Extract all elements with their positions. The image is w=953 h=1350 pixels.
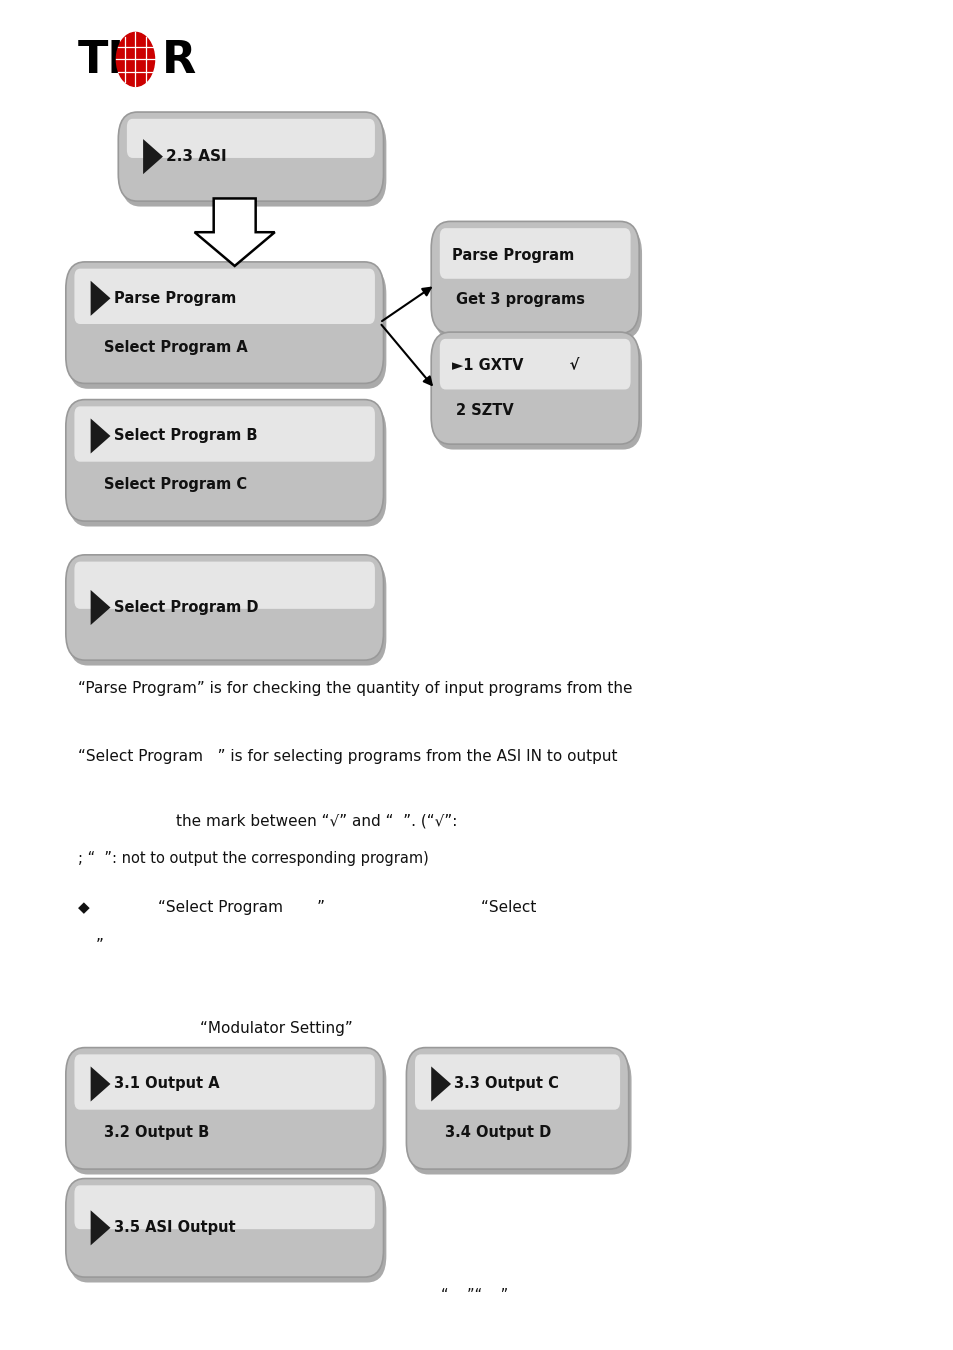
Text: 3.2 Output B: 3.2 Output B [104, 1125, 209, 1141]
FancyBboxPatch shape [431, 332, 639, 444]
Text: 3.3 Output C: 3.3 Output C [454, 1076, 558, 1092]
Polygon shape [431, 1066, 451, 1102]
FancyBboxPatch shape [69, 560, 386, 666]
FancyBboxPatch shape [439, 228, 630, 279]
Text: 3.4 Output D: 3.4 Output D [444, 1125, 550, 1141]
Text: 3.1 Output A: 3.1 Output A [113, 1076, 219, 1092]
Text: “Select Program   ” is for selecting programs from the ASI IN to output: “Select Program ” is for selecting progr… [78, 748, 618, 764]
Text: ; “  ”: not to output the corresponding program): ; “ ”: not to output the corresponding p… [78, 850, 429, 867]
FancyBboxPatch shape [74, 406, 375, 462]
FancyBboxPatch shape [66, 555, 383, 660]
FancyBboxPatch shape [66, 400, 383, 521]
FancyBboxPatch shape [74, 269, 375, 324]
Text: 2.3 ASI: 2.3 ASI [166, 148, 227, 165]
FancyBboxPatch shape [431, 221, 639, 333]
FancyBboxPatch shape [434, 338, 641, 450]
FancyBboxPatch shape [69, 1053, 386, 1174]
FancyBboxPatch shape [69, 1184, 386, 1282]
Text: TH: TH [78, 39, 146, 82]
Polygon shape [91, 418, 111, 454]
Text: 3.5 ASI Output: 3.5 ASI Output [113, 1220, 234, 1235]
Text: the mark between “√” and “  ”. (“√”:: the mark between “√” and “ ”. (“√”: [176, 813, 457, 829]
Text: 2 SZTV: 2 SZTV [456, 402, 514, 418]
FancyBboxPatch shape [415, 1054, 619, 1110]
FancyBboxPatch shape [69, 405, 386, 526]
Text: Get 3 programs: Get 3 programs [456, 292, 584, 308]
Text: “Modulator Setting”: “Modulator Setting” [200, 1021, 353, 1037]
Text: R: R [162, 39, 196, 82]
FancyBboxPatch shape [121, 117, 386, 207]
FancyBboxPatch shape [118, 112, 383, 201]
Polygon shape [143, 139, 163, 174]
Text: Select Program D: Select Program D [113, 599, 257, 616]
FancyBboxPatch shape [74, 562, 375, 609]
FancyBboxPatch shape [66, 1179, 383, 1277]
Polygon shape [91, 281, 111, 316]
FancyBboxPatch shape [434, 227, 641, 339]
FancyBboxPatch shape [439, 339, 630, 390]
Text: Select Program B: Select Program B [113, 428, 256, 444]
Polygon shape [194, 198, 274, 266]
FancyBboxPatch shape [74, 1185, 375, 1228]
Text: Select Program A: Select Program A [104, 339, 248, 355]
FancyBboxPatch shape [66, 262, 383, 383]
FancyBboxPatch shape [66, 1048, 383, 1169]
Text: Parse Program: Parse Program [452, 247, 574, 263]
Text: ◆              “Select Program       ”                                “Select: ◆ “Select Program ” “Select [78, 899, 536, 915]
Circle shape [116, 32, 154, 86]
Polygon shape [91, 1210, 111, 1245]
Polygon shape [91, 1066, 111, 1102]
FancyBboxPatch shape [406, 1048, 628, 1169]
FancyBboxPatch shape [127, 119, 375, 158]
Polygon shape [91, 590, 111, 625]
Text: ”: ” [95, 937, 103, 953]
Text: “Parse Program” is for checking the quantity of input programs from the: “Parse Program” is for checking the quan… [78, 680, 632, 697]
Text: “    ”“    ”: “ ”“ ” [440, 1288, 507, 1304]
FancyBboxPatch shape [409, 1053, 631, 1174]
FancyBboxPatch shape [69, 267, 386, 389]
Text: Parse Program: Parse Program [113, 290, 235, 306]
Text: Select Program C: Select Program C [104, 477, 247, 493]
FancyBboxPatch shape [74, 1054, 375, 1110]
Text: ►1 GXTV         √: ►1 GXTV √ [452, 358, 579, 374]
